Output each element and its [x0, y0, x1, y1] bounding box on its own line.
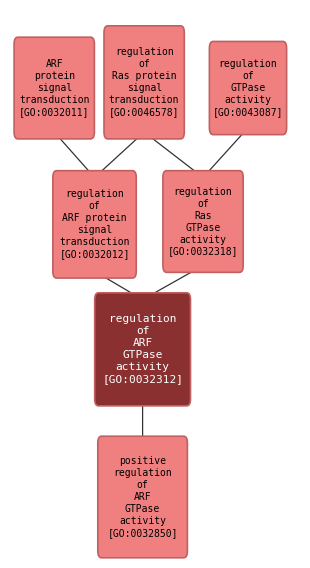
FancyBboxPatch shape — [14, 37, 94, 139]
FancyBboxPatch shape — [163, 170, 243, 272]
Text: regulation
of
ARF protein
signal
transduction
[GO:0032012]: regulation of ARF protein signal transdu… — [59, 189, 130, 260]
Text: regulation
of
ARF
GTPase
activity
[GO:0032312]: regulation of ARF GTPase activity [GO:00… — [102, 314, 183, 385]
Text: regulation
of
Ras protein
signal
transduction
[GO:0046578]: regulation of Ras protein signal transdu… — [109, 47, 179, 118]
FancyBboxPatch shape — [210, 41, 286, 135]
FancyBboxPatch shape — [98, 436, 187, 558]
FancyBboxPatch shape — [53, 170, 136, 278]
Text: ARF
protein
signal
transduction
[GO:0032011]: ARF protein signal transduction [GO:0032… — [19, 59, 90, 117]
Text: positive
regulation
of
ARF
GTPase
activity
[GO:0032850]: positive regulation of ARF GTPase activi… — [107, 456, 178, 538]
FancyBboxPatch shape — [95, 293, 190, 406]
Text: regulation
of
GTPase
activity
[GO:0043087]: regulation of GTPase activity [GO:004308… — [213, 59, 283, 117]
FancyBboxPatch shape — [104, 26, 184, 139]
Text: regulation
of
Ras
GTPase
activity
[GO:0032318]: regulation of Ras GTPase activity [GO:00… — [168, 186, 238, 257]
